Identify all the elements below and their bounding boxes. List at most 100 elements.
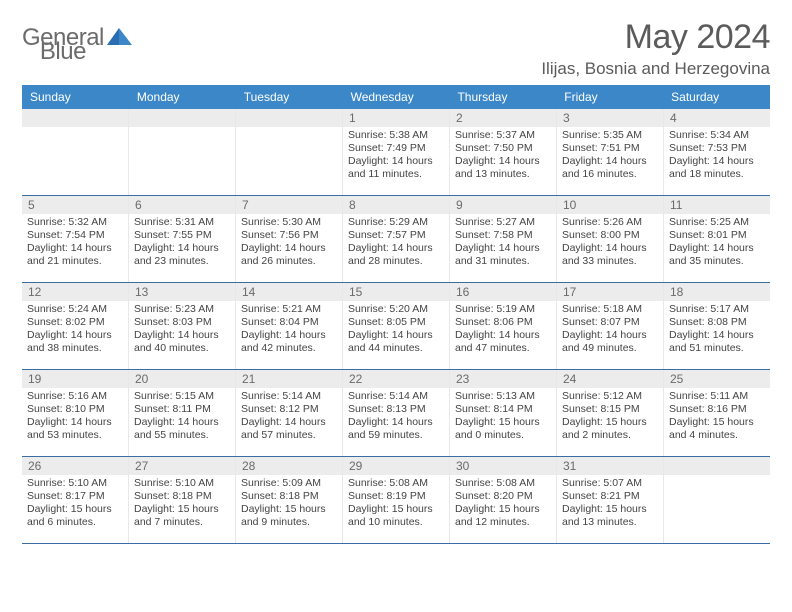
- day-daylight1: Daylight: 14 hours: [669, 329, 766, 342]
- day-sunrise: Sunrise: 5:29 AM: [348, 216, 445, 229]
- day-sunrise: Sunrise: 5:34 AM: [669, 129, 766, 142]
- day-sunset: Sunset: 7:55 PM: [134, 229, 231, 242]
- day-daylight1: Daylight: 15 hours: [241, 503, 338, 516]
- day-sunset: Sunset: 8:15 PM: [562, 403, 659, 416]
- day-cell: 3Sunrise: 5:35 AMSunset: 7:51 PMDaylight…: [557, 109, 664, 195]
- day-number: 10: [557, 196, 663, 214]
- day-cell: 18Sunrise: 5:17 AMSunset: 8:08 PMDayligh…: [664, 283, 770, 369]
- day-cell: 10Sunrise: 5:26 AMSunset: 8:00 PMDayligh…: [557, 196, 664, 282]
- day-cell: 27Sunrise: 5:10 AMSunset: 8:18 PMDayligh…: [129, 457, 236, 543]
- day-details: Sunrise: 5:37 AMSunset: 7:50 PMDaylight:…: [450, 127, 556, 185]
- weekday-header-row: Sunday Monday Tuesday Wednesday Thursday…: [22, 85, 770, 109]
- day-details: Sunrise: 5:11 AMSunset: 8:16 PMDaylight:…: [664, 388, 770, 446]
- day-daylight2: and 35 minutes.: [669, 255, 766, 268]
- weekday-saturday: Saturday: [663, 85, 770, 109]
- day-details: Sunrise: 5:10 AMSunset: 8:18 PMDaylight:…: [129, 475, 235, 533]
- day-cell: [236, 109, 343, 195]
- day-daylight1: Daylight: 14 hours: [134, 416, 231, 429]
- day-number: 18: [664, 283, 770, 301]
- day-sunrise: Sunrise: 5:23 AM: [134, 303, 231, 316]
- day-sunrise: Sunrise: 5:26 AM: [562, 216, 659, 229]
- day-details: Sunrise: 5:08 AMSunset: 8:20 PMDaylight:…: [450, 475, 556, 533]
- day-number: 3: [557, 109, 663, 127]
- day-number: 9: [450, 196, 556, 214]
- day-number: 13: [129, 283, 235, 301]
- day-daylight2: and 42 minutes.: [241, 342, 338, 355]
- day-daylight2: and 49 minutes.: [562, 342, 659, 355]
- day-details: Sunrise: 5:17 AMSunset: 8:08 PMDaylight:…: [664, 301, 770, 359]
- day-daylight2: and 7 minutes.: [134, 516, 231, 529]
- day-sunset: Sunset: 8:18 PM: [134, 490, 231, 503]
- day-sunset: Sunset: 8:01 PM: [669, 229, 766, 242]
- day-cell: 24Sunrise: 5:12 AMSunset: 8:15 PMDayligh…: [557, 370, 664, 456]
- day-details: Sunrise: 5:35 AMSunset: 7:51 PMDaylight:…: [557, 127, 663, 185]
- day-number: 6: [129, 196, 235, 214]
- day-daylight2: and 4 minutes.: [669, 429, 766, 442]
- day-daylight1: Daylight: 15 hours: [134, 503, 231, 516]
- day-daylight2: and 59 minutes.: [348, 429, 445, 442]
- day-sunset: Sunset: 8:21 PM: [562, 490, 659, 503]
- day-details: Sunrise: 5:31 AMSunset: 7:55 PMDaylight:…: [129, 214, 235, 272]
- weekday-sunday: Sunday: [22, 85, 129, 109]
- page-header: General Blue May 2024 Ilijas, Bosnia and…: [22, 18, 770, 79]
- day-cell: 4Sunrise: 5:34 AMSunset: 7:53 PMDaylight…: [664, 109, 770, 195]
- week-row: 19Sunrise: 5:16 AMSunset: 8:10 PMDayligh…: [22, 370, 770, 457]
- day-sunset: Sunset: 7:49 PM: [348, 142, 445, 155]
- day-sunset: Sunset: 8:14 PM: [455, 403, 552, 416]
- day-sunset: Sunset: 8:02 PM: [27, 316, 124, 329]
- day-details: Sunrise: 5:15 AMSunset: 8:11 PMDaylight:…: [129, 388, 235, 446]
- day-cell: 25Sunrise: 5:11 AMSunset: 8:16 PMDayligh…: [664, 370, 770, 456]
- day-daylight2: and 40 minutes.: [134, 342, 231, 355]
- day-sunrise: Sunrise: 5:25 AM: [669, 216, 766, 229]
- day-sunset: Sunset: 7:56 PM: [241, 229, 338, 242]
- day-details: Sunrise: 5:14 AMSunset: 8:13 PMDaylight:…: [343, 388, 449, 446]
- day-sunrise: Sunrise: 5:16 AM: [27, 390, 124, 403]
- day-details: Sunrise: 5:27 AMSunset: 7:58 PMDaylight:…: [450, 214, 556, 272]
- day-number: 12: [22, 283, 128, 301]
- day-daylight2: and 9 minutes.: [241, 516, 338, 529]
- day-cell: [22, 109, 129, 195]
- week-row: 5Sunrise: 5:32 AMSunset: 7:54 PMDaylight…: [22, 196, 770, 283]
- day-sunrise: Sunrise: 5:38 AM: [348, 129, 445, 142]
- day-sunset: Sunset: 8:10 PM: [27, 403, 124, 416]
- week-row: 1Sunrise: 5:38 AMSunset: 7:49 PMDaylight…: [22, 109, 770, 196]
- day-daylight2: and 0 minutes.: [455, 429, 552, 442]
- day-daylight1: Daylight: 15 hours: [562, 416, 659, 429]
- day-cell: 28Sunrise: 5:09 AMSunset: 8:18 PMDayligh…: [236, 457, 343, 543]
- day-number: [664, 457, 770, 475]
- day-details: Sunrise: 5:19 AMSunset: 8:06 PMDaylight:…: [450, 301, 556, 359]
- day-daylight2: and 38 minutes.: [27, 342, 124, 355]
- day-daylight1: Daylight: 14 hours: [27, 242, 124, 255]
- day-number: 7: [236, 196, 342, 214]
- day-details: Sunrise: 5:26 AMSunset: 8:00 PMDaylight:…: [557, 214, 663, 272]
- day-details: Sunrise: 5:20 AMSunset: 8:05 PMDaylight:…: [343, 301, 449, 359]
- day-daylight1: Daylight: 15 hours: [348, 503, 445, 516]
- brand-logo: General Blue: [22, 24, 180, 52]
- day-details: Sunrise: 5:09 AMSunset: 8:18 PMDaylight:…: [236, 475, 342, 533]
- day-daylight1: Daylight: 14 hours: [134, 329, 231, 342]
- day-number: 25: [664, 370, 770, 388]
- day-sunrise: Sunrise: 5:27 AM: [455, 216, 552, 229]
- day-daylight1: Daylight: 14 hours: [241, 416, 338, 429]
- day-daylight1: Daylight: 15 hours: [455, 503, 552, 516]
- day-sunrise: Sunrise: 5:32 AM: [27, 216, 124, 229]
- day-number: 1: [343, 109, 449, 127]
- day-daylight2: and 51 minutes.: [669, 342, 766, 355]
- day-details: Sunrise: 5:10 AMSunset: 8:17 PMDaylight:…: [22, 475, 128, 533]
- day-sunset: Sunset: 8:11 PM: [134, 403, 231, 416]
- day-cell: 16Sunrise: 5:19 AMSunset: 8:06 PMDayligh…: [450, 283, 557, 369]
- day-daylight1: Daylight: 14 hours: [27, 329, 124, 342]
- day-details: Sunrise: 5:13 AMSunset: 8:14 PMDaylight:…: [450, 388, 556, 446]
- day-sunrise: Sunrise: 5:18 AM: [562, 303, 659, 316]
- day-number: 24: [557, 370, 663, 388]
- day-sunset: Sunset: 8:17 PM: [27, 490, 124, 503]
- day-number: 23: [450, 370, 556, 388]
- day-cell: [664, 457, 770, 543]
- day-details: Sunrise: 5:32 AMSunset: 7:54 PMDaylight:…: [22, 214, 128, 272]
- day-details: Sunrise: 5:30 AMSunset: 7:56 PMDaylight:…: [236, 214, 342, 272]
- day-number: 22: [343, 370, 449, 388]
- day-daylight2: and 57 minutes.: [241, 429, 338, 442]
- day-sunrise: Sunrise: 5:37 AM: [455, 129, 552, 142]
- day-daylight1: Daylight: 14 hours: [348, 329, 445, 342]
- day-number: 21: [236, 370, 342, 388]
